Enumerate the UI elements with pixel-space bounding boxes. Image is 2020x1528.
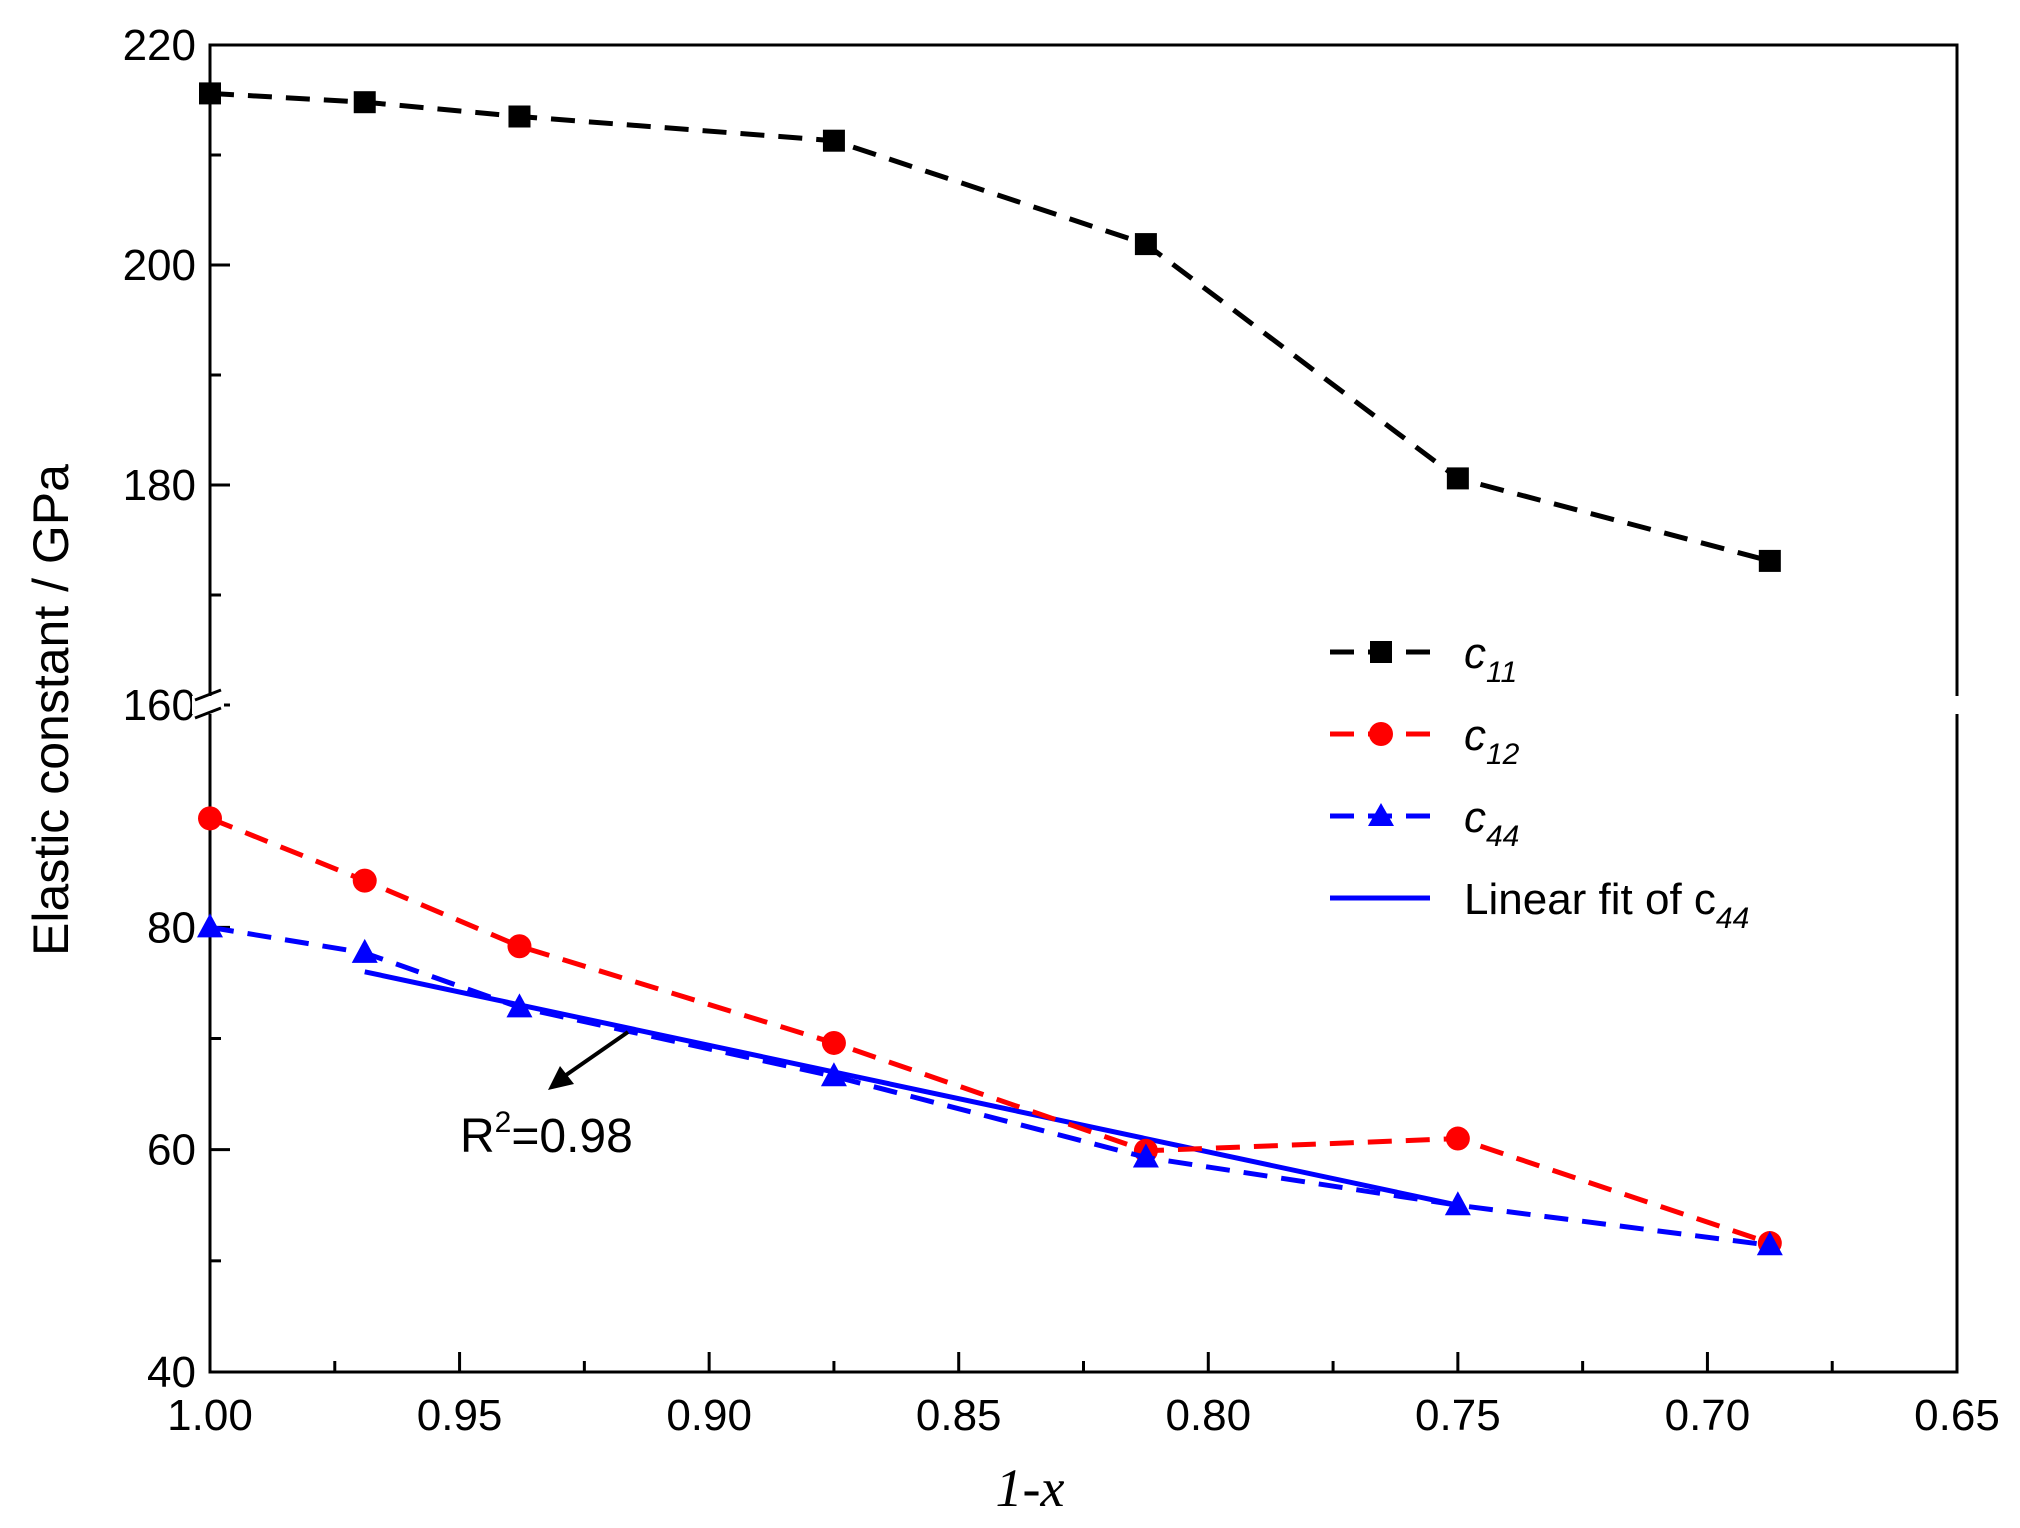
legend-item-c11: c11	[1330, 629, 1517, 689]
svg-text:c11: c11	[1464, 629, 1517, 689]
x-tick-label: 0.65	[1914, 1391, 2000, 1440]
data-point-c44	[506, 993, 533, 1018]
x-tick-label: 0.95	[417, 1391, 503, 1440]
axis-break-mark	[192, 688, 224, 720]
data-point-c12	[1445, 1126, 1470, 1151]
data-point-c11	[1758, 549, 1781, 572]
legend-label-c44: c	[1464, 793, 1486, 842]
data-point-c12	[352, 868, 377, 893]
svg-text:c44: c44	[1464, 793, 1519, 853]
y-tick-label: 180	[123, 461, 196, 510]
linear-fit-line	[364, 969, 1459, 1208]
legend-item-linear-fit: Linear fit of c44	[1330, 875, 1749, 935]
plot-area: 1.00 0.95 0.90 0.85 0.80 0.75 0.70 0.65 40 60 80 16…	[123, 21, 2000, 1440]
y-tick-label: 60	[147, 1126, 196, 1175]
y-tick-label: 80	[147, 903, 196, 952]
svg-text:R2=0.98: R2=0.98	[460, 1106, 633, 1163]
legend-sub-c44: 44	[1486, 820, 1519, 853]
x-tick-label: 0.85	[916, 1391, 1002, 1440]
data-point-c44	[351, 938, 378, 963]
legend-item-c12: c12	[1330, 711, 1520, 771]
data-point-c44	[1756, 1231, 1783, 1256]
x-tick-label: 0.80	[1165, 1391, 1251, 1440]
right-axis-gap	[1950, 696, 1964, 714]
legend-sub-c11: 11	[1486, 656, 1517, 689]
data-point-c11	[1446, 467, 1469, 490]
svg-text:c12: c12	[1464, 711, 1520, 771]
data-point-c11	[1134, 233, 1157, 256]
data-point-c11	[508, 105, 531, 128]
annotation-superscript: 2	[495, 1106, 512, 1139]
data-point-c44	[820, 1062, 847, 1087]
x-tick-label: 0.75	[1415, 1391, 1501, 1440]
legend-label-fit: Linear fit of c	[1464, 875, 1716, 924]
x-axis-title: 1-x	[996, 1458, 1065, 1518]
svg-text:Linear fit of c44: Linear fit of c44	[1464, 875, 1749, 935]
data-point-c12	[198, 806, 222, 831]
data-point-c11	[199, 82, 221, 105]
data-point-c44	[197, 913, 223, 938]
data-point-c11	[822, 129, 845, 152]
legend-sub-fit: 44	[1716, 902, 1749, 935]
data-point-c12	[507, 934, 532, 959]
y-axis-title: Elastic constant / GPa	[23, 464, 79, 956]
data-point-c44	[1132, 1143, 1159, 1168]
y-tick-label: 40	[147, 1348, 196, 1397]
legend-sub-c12: 12	[1486, 738, 1520, 771]
x-tick-label: 0.90	[666, 1391, 752, 1440]
legend-label-c12: c	[1464, 711, 1486, 760]
data-point-c44	[1444, 1191, 1471, 1216]
data-point-c12	[821, 1030, 846, 1055]
legend-item-c44: c44	[1330, 793, 1519, 853]
r-squared-annotation: R2=0.98	[460, 1030, 633, 1163]
y-tick-label: 200	[123, 241, 196, 290]
y-tick-label: 220	[123, 21, 196, 70]
legend: c11 c12 c44 Linear fit of c44	[1330, 629, 1749, 935]
x-tick-label: 0.70	[1665, 1391, 1751, 1440]
x-tick-label: 1.00	[167, 1391, 253, 1440]
y-tick-label: 160	[123, 681, 196, 730]
legend-label-c11: c	[1464, 629, 1486, 678]
annotation-value: =0.98	[511, 1110, 632, 1163]
annotation-r: R	[460, 1110, 495, 1163]
annotation-arrow-line	[554, 1030, 630, 1084]
data-point-c11	[353, 91, 376, 114]
series-layer	[197, 82, 1783, 1256]
annotation-arrowhead	[548, 1066, 574, 1090]
